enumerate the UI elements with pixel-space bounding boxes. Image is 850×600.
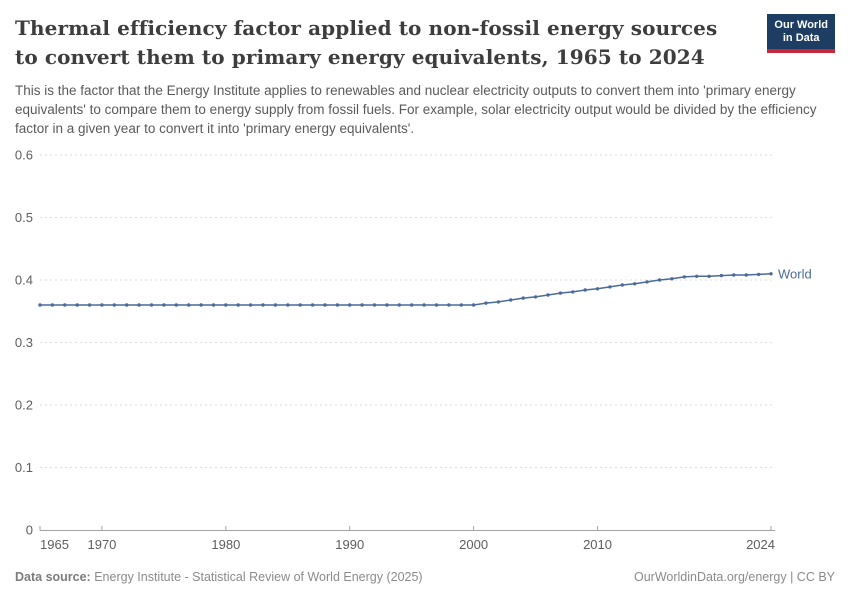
y-axis-tick-label: 0.4 — [15, 273, 33, 288]
page-title-line-1: Thermal efficiency factor applied to non… — [15, 16, 718, 40]
data-point-marker[interactable] — [719, 273, 724, 278]
data-point-marker[interactable] — [422, 303, 426, 307]
series-end-label[interactable]: World — [778, 266, 812, 281]
data-point-marker[interactable] — [273, 303, 278, 307]
data-point-marker[interactable] — [459, 303, 463, 307]
chart-subtitle: This is the factor that the Energy Insti… — [15, 83, 817, 136]
data-point-marker[interactable] — [645, 280, 649, 284]
page-title: Thermal efficiency factor applied to non… — [15, 14, 765, 72]
data-point-marker[interactable] — [310, 303, 315, 307]
data-point-marker[interactable] — [286, 303, 290, 307]
data-point-marker[interactable] — [682, 275, 686, 279]
data-point-marker[interactable] — [471, 303, 476, 307]
data-point-marker[interactable] — [125, 303, 129, 307]
data-point-marker[interactable] — [583, 288, 587, 292]
data-point-marker[interactable] — [397, 303, 401, 307]
data-point-marker[interactable] — [608, 285, 612, 289]
data-point-marker[interactable] — [211, 303, 216, 307]
y-axis-tick-label: 0.1 — [15, 460, 33, 475]
data-point-marker[interactable] — [633, 282, 637, 286]
data-point-marker[interactable] — [149, 303, 154, 307]
data-point-marker[interactable] — [571, 290, 575, 294]
data-point-marker[interactable] — [112, 303, 117, 307]
y-axis-tick-label: 0.5 — [15, 210, 33, 225]
data-point-marker[interactable] — [298, 303, 302, 307]
data-point-marker[interactable] — [261, 303, 265, 307]
y-axis-tick-label: 0.6 — [15, 148, 33, 163]
data-point-marker[interactable] — [496, 300, 501, 304]
data-point-marker[interactable] — [87, 303, 92, 307]
data-point-marker[interactable] — [162, 303, 166, 307]
x-axis-tick-label: 2010 — [583, 537, 612, 552]
data-point-marker[interactable] — [732, 273, 736, 277]
data-point-marker[interactable] — [695, 274, 699, 278]
x-axis-tick-label: 1990 — [335, 537, 364, 552]
data-point-marker[interactable] — [50, 303, 55, 307]
data-point-marker[interactable] — [174, 303, 178, 307]
data-point-marker[interactable] — [323, 303, 327, 307]
data-point-marker[interactable] — [756, 272, 761, 277]
data-point-marker[interactable] — [248, 303, 253, 307]
data-point-marker[interactable] — [360, 303, 364, 307]
data-point-marker[interactable] — [484, 301, 488, 305]
x-axis-tick-label: 1965 — [40, 537, 69, 552]
y-axis-tick-label: 0.2 — [15, 398, 33, 413]
data-point-marker[interactable] — [521, 296, 525, 300]
data-point-marker[interactable] — [707, 274, 711, 278]
data-point-marker[interactable] — [595, 287, 600, 291]
data-point-marker[interactable] — [744, 273, 748, 277]
owid-logo-line-1: Our World — [774, 19, 828, 31]
chart-footer: Data source: Energy Institute - Statisti… — [15, 570, 835, 585]
data-point-marker[interactable] — [509, 298, 513, 302]
owid-license-link[interactable]: OurWorldinData.org/energy | CC BY — [633, 570, 835, 584]
data-point-marker[interactable] — [657, 278, 662, 282]
owid-logo-line-2: in Data — [782, 32, 820, 44]
data-point-marker[interactable] — [670, 277, 674, 281]
y-axis-tick-label: 0.3 — [15, 335, 33, 350]
y-axis-tick-label: 0 — [26, 523, 33, 538]
owid-logo[interactable]: Our World in Data — [767, 14, 835, 53]
data-point-marker[interactable] — [75, 303, 79, 307]
data-point-marker[interactable] — [546, 293, 550, 297]
data-point-marker[interactable] — [224, 303, 228, 307]
chart-header: Thermal efficiency factor applied to non… — [15, 14, 835, 138]
data-point-marker[interactable] — [335, 303, 340, 307]
x-axis-tick-label: 1970 — [87, 537, 116, 552]
series-line[interactable] — [40, 273, 772, 306]
data-point-marker[interactable] — [620, 283, 624, 287]
data-point-marker[interactable] — [348, 303, 352, 307]
data-point-marker[interactable] — [63, 303, 67, 307]
data-point-marker[interactable] — [769, 272, 773, 276]
data-point-marker[interactable] — [199, 303, 203, 307]
data-source-text: Energy Institute - Statistical Review of… — [90, 570, 423, 584]
x-axis-tick-label: 2000 — [459, 537, 488, 552]
data-point-marker[interactable] — [434, 303, 439, 307]
page-title-line-2: to convert them to primary energy equiva… — [15, 45, 705, 69]
data-point-marker[interactable] — [236, 303, 240, 307]
data-point-marker[interactable] — [137, 303, 141, 307]
data-point-marker[interactable] — [558, 291, 563, 295]
data-point-marker[interactable] — [38, 303, 42, 307]
data-point-marker[interactable] — [533, 295, 538, 299]
data-source-note[interactable]: Data source: Energy Institute - Statisti… — [15, 570, 423, 585]
data-point-marker[interactable] — [187, 303, 191, 307]
data-point-marker[interactable] — [385, 303, 389, 307]
x-axis-tick-label: 2024 — [746, 537, 775, 552]
data-point-marker[interactable] — [410, 303, 414, 307]
x-axis-tick-label: 1980 — [211, 537, 240, 552]
data-point-marker[interactable] — [372, 303, 377, 307]
data-source-label: Data source: — [15, 570, 91, 584]
data-point-marker[interactable] — [447, 303, 451, 307]
data-point-marker[interactable] — [100, 303, 104, 307]
series-world[interactable]: World — [38, 266, 812, 307]
